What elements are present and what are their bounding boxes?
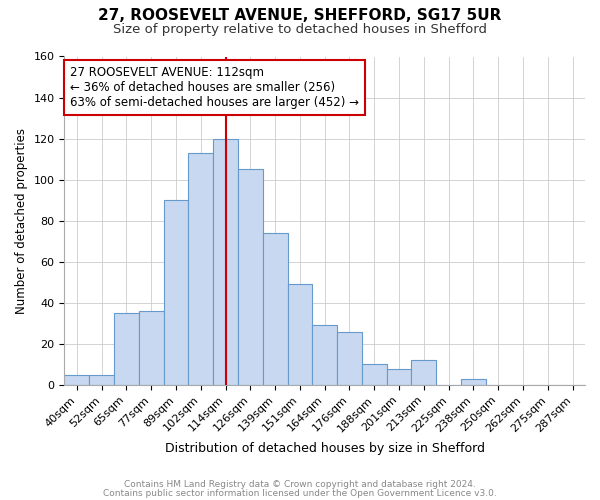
Text: Size of property relative to detached houses in Shefford: Size of property relative to detached ho… [113, 22, 487, 36]
Bar [386, 368, 412, 385]
X-axis label: Distribution of detached houses by size in Shefford: Distribution of detached houses by size … [165, 442, 485, 455]
Text: Contains public sector information licensed under the Open Government Licence v3: Contains public sector information licen… [103, 489, 497, 498]
Bar [188, 153, 213, 385]
Text: Contains HM Land Registry data © Crown copyright and database right 2024.: Contains HM Land Registry data © Crown c… [124, 480, 476, 489]
Text: 27, ROOSEVELT AVENUE, SHEFFORD, SG17 5UR: 27, ROOSEVELT AVENUE, SHEFFORD, SG17 5UR [98, 8, 502, 22]
Bar [114, 313, 139, 385]
Bar [313, 326, 337, 385]
Bar [461, 379, 486, 385]
Bar [213, 138, 238, 385]
Text: 27 ROOSEVELT AVENUE: 112sqm
← 36% of detached houses are smaller (256)
63% of se: 27 ROOSEVELT AVENUE: 112sqm ← 36% of det… [70, 66, 359, 110]
Bar [362, 364, 386, 385]
Bar [64, 374, 89, 385]
Y-axis label: Number of detached properties: Number of detached properties [15, 128, 28, 314]
Bar [263, 233, 287, 385]
Bar [238, 170, 263, 385]
Bar [139, 311, 164, 385]
Bar [412, 360, 436, 385]
Bar [89, 374, 114, 385]
Bar [287, 284, 313, 385]
Bar [164, 200, 188, 385]
Bar [337, 332, 362, 385]
